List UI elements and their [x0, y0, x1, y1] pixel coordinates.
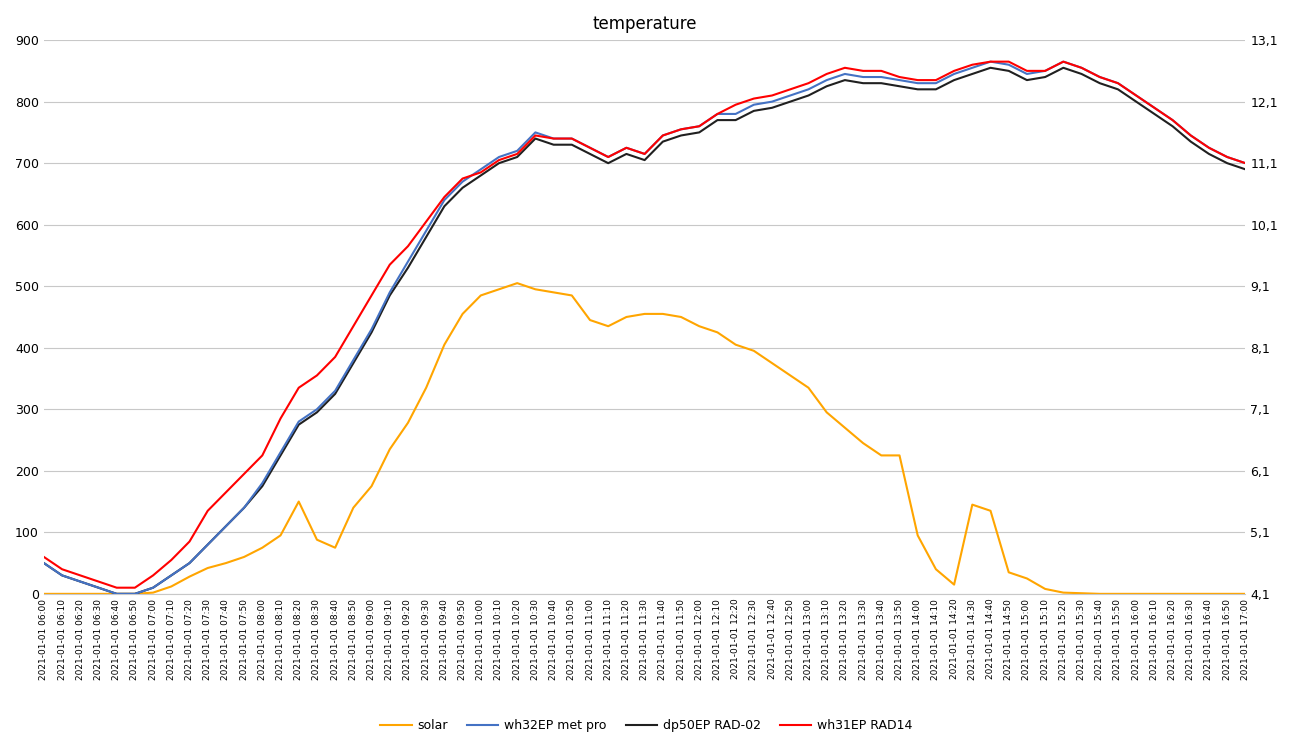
wh31EP RAD14 [1165, 116, 1181, 125]
wh31EP RAD14 [983, 58, 998, 66]
dp50EP RAD-02 [546, 140, 561, 149]
dp50EP RAD-02 [36, 559, 52, 568]
solar [509, 279, 525, 288]
dp50EP RAD-02 [600, 158, 615, 167]
wh31EP RAD14 [600, 152, 615, 161]
solar [546, 288, 561, 297]
wh32EP met pro [109, 589, 124, 598]
wh32EP met pro [145, 583, 160, 592]
Legend: solar, wh32EP met pro, dp50EP RAD-02, wh31EP RAD14: solar, wh32EP met pro, dp50EP RAD-02, wh… [375, 714, 918, 737]
solar [600, 322, 615, 331]
wh31EP RAD14 [1237, 158, 1253, 167]
wh31EP RAD14 [965, 61, 980, 69]
Title: temperature: temperature [592, 15, 697, 33]
wh32EP met pro [600, 152, 615, 161]
Line: dp50EP RAD-02: dp50EP RAD-02 [44, 68, 1245, 594]
solar [1237, 589, 1253, 598]
Line: wh31EP RAD14: wh31EP RAD14 [44, 62, 1245, 588]
wh32EP met pro [1237, 158, 1253, 167]
Line: wh32EP met pro: wh32EP met pro [44, 62, 1245, 594]
wh32EP met pro [1165, 116, 1181, 125]
wh31EP RAD14 [109, 583, 124, 592]
wh32EP met pro [983, 58, 998, 66]
wh31EP RAD14 [36, 553, 52, 562]
dp50EP RAD-02 [200, 540, 216, 549]
dp50EP RAD-02 [1165, 122, 1181, 131]
wh32EP met pro [965, 63, 980, 72]
solar [219, 559, 234, 568]
dp50EP RAD-02 [983, 63, 998, 72]
Line: solar: solar [44, 283, 1245, 594]
wh32EP met pro [36, 559, 52, 568]
wh32EP met pro [546, 134, 561, 143]
solar [182, 572, 198, 581]
solar [965, 500, 980, 509]
wh32EP met pro [200, 540, 216, 549]
dp50EP RAD-02 [109, 589, 124, 598]
wh31EP RAD14 [546, 134, 561, 143]
solar [1165, 589, 1181, 598]
dp50EP RAD-02 [145, 583, 160, 592]
dp50EP RAD-02 [965, 69, 980, 78]
dp50EP RAD-02 [1237, 165, 1253, 174]
wh31EP RAD14 [200, 506, 216, 515]
wh31EP RAD14 [145, 571, 160, 580]
solar [36, 589, 52, 598]
